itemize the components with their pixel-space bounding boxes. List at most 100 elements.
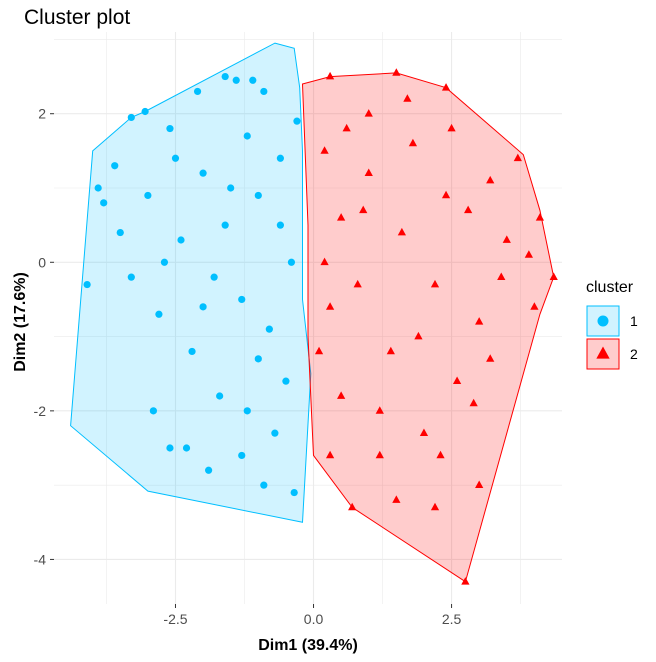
cluster-2-point: [475, 317, 484, 325]
x-tick-label: 2.5: [442, 611, 462, 627]
cluster-2-point: [364, 168, 373, 176]
cluster-2-point: [320, 257, 329, 266]
cluster-1-point: [238, 295, 246, 304]
cluster-2-point: [497, 272, 506, 280]
cluster-1-point: [166, 444, 174, 452]
y-axis-ticks: -4 -2 0 2: [34, 106, 54, 567]
cluster-2-point: [524, 250, 533, 258]
cluster-2-point: [447, 123, 456, 132]
cluster-1-point: [282, 377, 290, 385]
y-tick-label: 0: [38, 254, 46, 270]
legend-marker-1: [597, 315, 609, 327]
legend: cluster 1 2: [586, 279, 638, 370]
cluster-1-point: [276, 221, 284, 229]
cluster-2-point: [441, 83, 451, 91]
cluster-2-point: [502, 235, 511, 243]
x-axis-ticks: -2.5 0.0 2.5: [163, 604, 462, 627]
x-tick-label: 0.0: [304, 611, 324, 627]
cluster-1-point: [149, 407, 157, 415]
cluster-points: [83, 68, 558, 585]
cluster-2-point: [337, 213, 346, 221]
cluster-1-point: [243, 132, 251, 140]
cluster-1-point: [100, 199, 108, 207]
cluster-2-point: [375, 450, 384, 459]
cluster-1-point: [127, 273, 135, 281]
cluster-1-point: [182, 444, 191, 452]
cluster-2-point: [320, 146, 329, 154]
cluster-1-point: [94, 184, 102, 192]
cluster-2-point: [441, 190, 451, 199]
cluster-2-point: [461, 577, 470, 585]
legend-title: cluster: [586, 279, 634, 296]
cluster-1-point: [141, 107, 149, 116]
cluster-2-point: [549, 272, 558, 280]
y-tick-label: -2: [34, 403, 47, 419]
x-axis-title: Dim1 (39.4%): [258, 637, 358, 654]
cluster-1-point: [144, 191, 152, 200]
cluster-1-point: [290, 488, 298, 497]
cluster-2-point: [408, 138, 418, 147]
cluster-1-point: [221, 221, 229, 229]
cluster-1-point: [260, 481, 268, 489]
cluster-1-point: [254, 191, 262, 200]
cluster-1-point: [232, 76, 240, 84]
cluster-1-point: [111, 162, 119, 170]
cluster-1-point: [205, 466, 213, 474]
cluster-2-point: [325, 450, 335, 459]
chart-title: Cluster plot: [24, 6, 130, 29]
cluster-2-point: [314, 346, 324, 355]
cluster-2-point: [464, 205, 473, 214]
cluster-2-point: [342, 123, 351, 132]
cluster-1-point: [287, 258, 296, 266]
cluster-1-point: [276, 154, 284, 162]
cluster-1-point: [160, 258, 169, 266]
cluster-1-point: [210, 273, 218, 281]
cluster-1-point: [166, 124, 174, 133]
cluster-2-point: [469, 398, 478, 407]
cluster-2-point: [436, 450, 445, 459]
cluster-1-point: [171, 154, 180, 162]
cluster-1-point: [83, 280, 91, 289]
cluster-2-point: [359, 205, 368, 214]
cluster-1-point: [271, 429, 279, 437]
cluster-2-point: [486, 354, 495, 362]
cluster-1-point: [260, 87, 268, 96]
cluster-1-point: [155, 310, 163, 318]
cluster-2-hull: [301, 72, 555, 583]
cluster-1-point: [199, 169, 207, 177]
cluster-2-point: [348, 502, 357, 511]
legend-label-2: 2: [630, 346, 638, 362]
cluster-2-point: [337, 391, 346, 399]
cluster-2-point: [475, 480, 484, 488]
cluster-1-point: [116, 228, 124, 237]
y-tick-label: -4: [34, 551, 47, 567]
cluster-2-point: [392, 68, 401, 76]
cluster-2-point: [414, 331, 423, 340]
cluster-1-point: [238, 451, 246, 460]
cluster-2-point: [353, 279, 362, 288]
cluster-1-point: [293, 117, 301, 125]
cluster-2-point: [535, 213, 545, 221]
y-tick-label: 2: [38, 106, 46, 122]
legend-marker-2: [596, 346, 610, 359]
cluster-2-point: [513, 153, 522, 162]
legend-label-1: 1: [630, 313, 638, 329]
y-axis-title: Dim2 (17.6%): [12, 272, 29, 372]
cluster-2-point: [403, 94, 412, 102]
cluster-1-point: [127, 113, 135, 122]
cluster-2-point: [375, 406, 384, 414]
cluster-2-point: [419, 428, 429, 436]
cluster-1-point: [193, 87, 202, 96]
cluster-1-point: [243, 407, 251, 415]
cluster-1-point: [199, 303, 207, 311]
cluster-1-point: [177, 236, 185, 244]
cluster-2-point: [397, 227, 406, 236]
cluster-1-point: [265, 325, 273, 333]
cluster-1-point: [249, 76, 257, 84]
cluster-2-point: [430, 279, 440, 288]
cluster-2-point: [530, 302, 539, 310]
cluster-hulls: [70, 42, 555, 583]
cluster-2-point: [325, 71, 335, 80]
cluster-1-point: [216, 392, 224, 400]
